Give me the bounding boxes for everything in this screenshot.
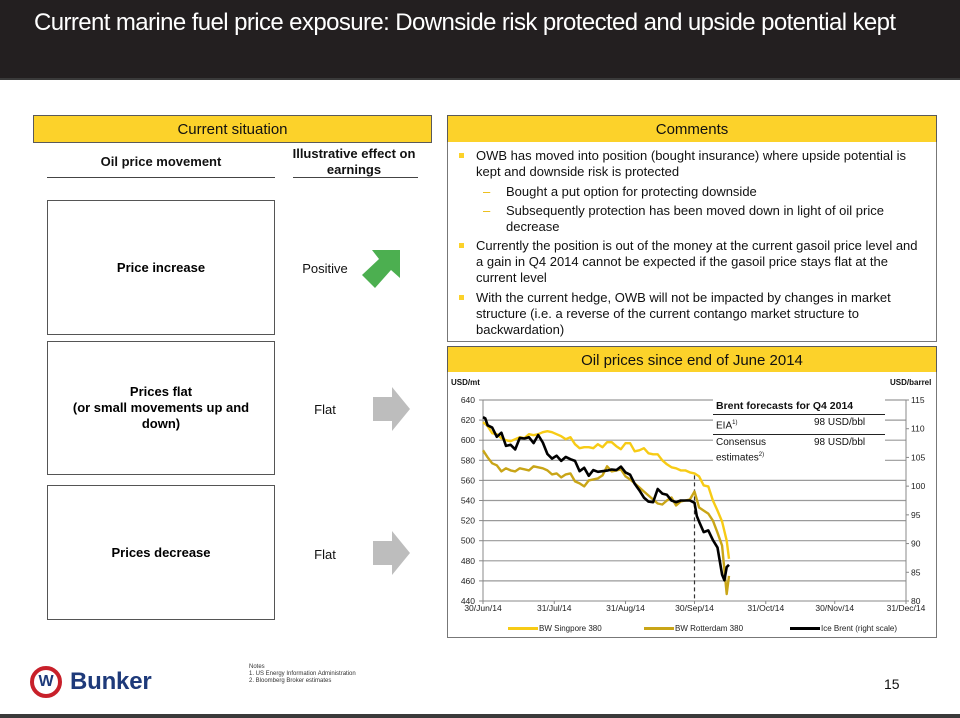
y-tick-label: 580: [461, 455, 475, 465]
forecast-label-text: estimates: [716, 452, 759, 464]
footnote-ref: 2): [758, 452, 765, 459]
movement-box-increase: Price increase: [47, 200, 275, 335]
y2-tick-label: 110: [911, 424, 925, 434]
forecast-row-consensus: Consensus estimates2) 98 USD/bbl: [713, 435, 885, 466]
series-line-brent: [482, 416, 730, 582]
comment-item: With the current hedge, OWB will not be …: [458, 290, 928, 338]
column-header-movement: Oil price movement: [100, 154, 222, 169]
page-title: Current marine fuel price exposure: Down…: [34, 9, 896, 36]
title-bar: Current marine fuel price exposure: Down…: [0, 0, 960, 80]
y2-tick-label: 115: [911, 395, 925, 405]
x-tick-label: 30/Sep/14: [675, 603, 714, 613]
forecast-value: 98 USD/bbl: [814, 437, 866, 449]
y-tick-label: 440: [461, 596, 475, 606]
note-item: 2. Bloomberg Broker estimates: [249, 678, 332, 684]
legend-label: BW Singpore 380: [539, 624, 602, 633]
movement-line-2: (or small movements up and down): [72, 400, 250, 431]
legend-item-rotterdam: BW Rotterdam 380: [644, 624, 743, 633]
y2-tick-label: 95: [911, 510, 921, 520]
movement-label: Prices flat (or small movements up and d…: [58, 384, 264, 432]
comments-header: Comments: [447, 115, 937, 143]
effect-label: Positive: [302, 261, 348, 276]
arrow-right-icon: [373, 531, 410, 575]
movement-line-1: Prices flat: [129, 384, 193, 399]
x-tick-label: 31/Jul/14: [537, 603, 572, 613]
effect-label: Flat: [314, 547, 336, 562]
legend-swatch: [508, 627, 538, 630]
effect-header-text: Illustrative effect on earnings: [292, 146, 416, 177]
current-situation-header: Current situation: [33, 115, 432, 143]
logo-letter: W: [38, 673, 54, 690]
movement-label: Price increase: [116, 259, 206, 275]
footnotes: Notes 1. US Energy Information Administr…: [249, 664, 356, 685]
forecast-row-eia: EIA1) 98 USD/bbl: [713, 415, 885, 436]
y-tick-label: 520: [461, 516, 475, 526]
x-tick-label: 31/Aug/14: [606, 603, 645, 613]
comments-list: OWB has moved into position (bought insu…: [448, 142, 936, 338]
series-lines: [481, 416, 731, 596]
legend-swatch: [644, 627, 674, 630]
comments-panel: OWB has moved into position (bought insu…: [447, 142, 937, 342]
x-tick-label: 30/Jun/14: [464, 603, 502, 613]
comment-subitem: Subsequently protection has been moved d…: [458, 203, 928, 235]
y-tick-label: 620: [461, 415, 475, 425]
arrow-up-right-icon: [362, 250, 400, 288]
forecast-value: 98 USD/bbl: [814, 417, 866, 428]
y2-tick-label: 100: [911, 481, 925, 491]
legend-item-singapore: BW Singpore 380: [508, 624, 602, 633]
brent-forecast-table: Brent forecasts for Q4 2014 EIA1) 98 USD…: [713, 397, 885, 467]
arrow-right-icon: [373, 387, 410, 431]
logo-emblem-icon: W: [30, 666, 62, 698]
left-axis-unit: USD/mt: [451, 378, 480, 387]
legend-label: Ice Brent (right scale): [821, 624, 898, 633]
y-tick-label: 500: [461, 536, 475, 546]
y-tick-label: 600: [461, 435, 475, 445]
movement-label: Prices decrease: [111, 544, 211, 560]
legend-swatch: [790, 627, 820, 630]
y2-tick-label: 105: [911, 452, 925, 462]
comment-subitem: Bought a put option for protecting downs…: [458, 184, 928, 200]
y2-tick-label: 90: [911, 539, 921, 549]
company-logo: W Bunker: [30, 666, 152, 698]
movement-box-decrease: Prices decrease: [47, 485, 275, 620]
logo-text: Bunker: [70, 668, 152, 695]
footnote-ref: 1): [732, 420, 738, 426]
series-line-singapore: [482, 421, 731, 559]
legend-item-brent: Ice Brent (right scale): [790, 624, 897, 633]
forecast-label: EIA1): [716, 417, 814, 432]
page-number: 15: [884, 676, 900, 692]
column-divider: [293, 177, 418, 178]
comment-item: OWB has moved into position (bought insu…: [458, 148, 928, 180]
forecast-label-text: Consensus: [716, 437, 767, 449]
legend-label: BW Rotterdam 380: [675, 624, 744, 633]
chart-header: Oil prices since end of June 2014: [447, 346, 937, 374]
y2-tick-label: 80: [911, 596, 921, 606]
y-tick-label: 640: [461, 395, 475, 405]
y-tick-label: 460: [461, 576, 475, 586]
forecast-title: Brent forecasts for Q4 2014: [713, 397, 885, 415]
forecast-label-text: EIA: [716, 420, 733, 432]
y-tick-label: 480: [461, 556, 475, 566]
comment-item: Currently the position is out of the mon…: [458, 238, 928, 286]
x-tick-label: 31/Dec/14: [887, 603, 926, 613]
note-item: 1. US Energy Information Administration: [249, 671, 356, 677]
x-tick-label: 30/Nov/14: [815, 603, 854, 613]
movement-box-flat: Prices flat (or small movements up and d…: [47, 341, 275, 475]
column-header-effect: Illustrative effect on earnings: [290, 146, 418, 178]
bottom-rule: [0, 714, 960, 718]
column-divider: [47, 177, 275, 178]
notes-title: Notes: [249, 664, 265, 670]
y2-tick-label: 85: [911, 567, 921, 577]
axes: 440 460 480 500 520 540 560 580 600 620 640 80 85 90 9…: [461, 395, 926, 613]
y-tick-label: 560: [461, 475, 475, 485]
effect-label: Flat: [314, 402, 336, 417]
x-tick-label: 31/Oct/14: [747, 603, 784, 613]
y-tick-label: 540: [461, 496, 475, 506]
right-axis-unit: USD/barrel: [890, 378, 932, 387]
forecast-label: Consensus estimates2): [716, 437, 814, 464]
